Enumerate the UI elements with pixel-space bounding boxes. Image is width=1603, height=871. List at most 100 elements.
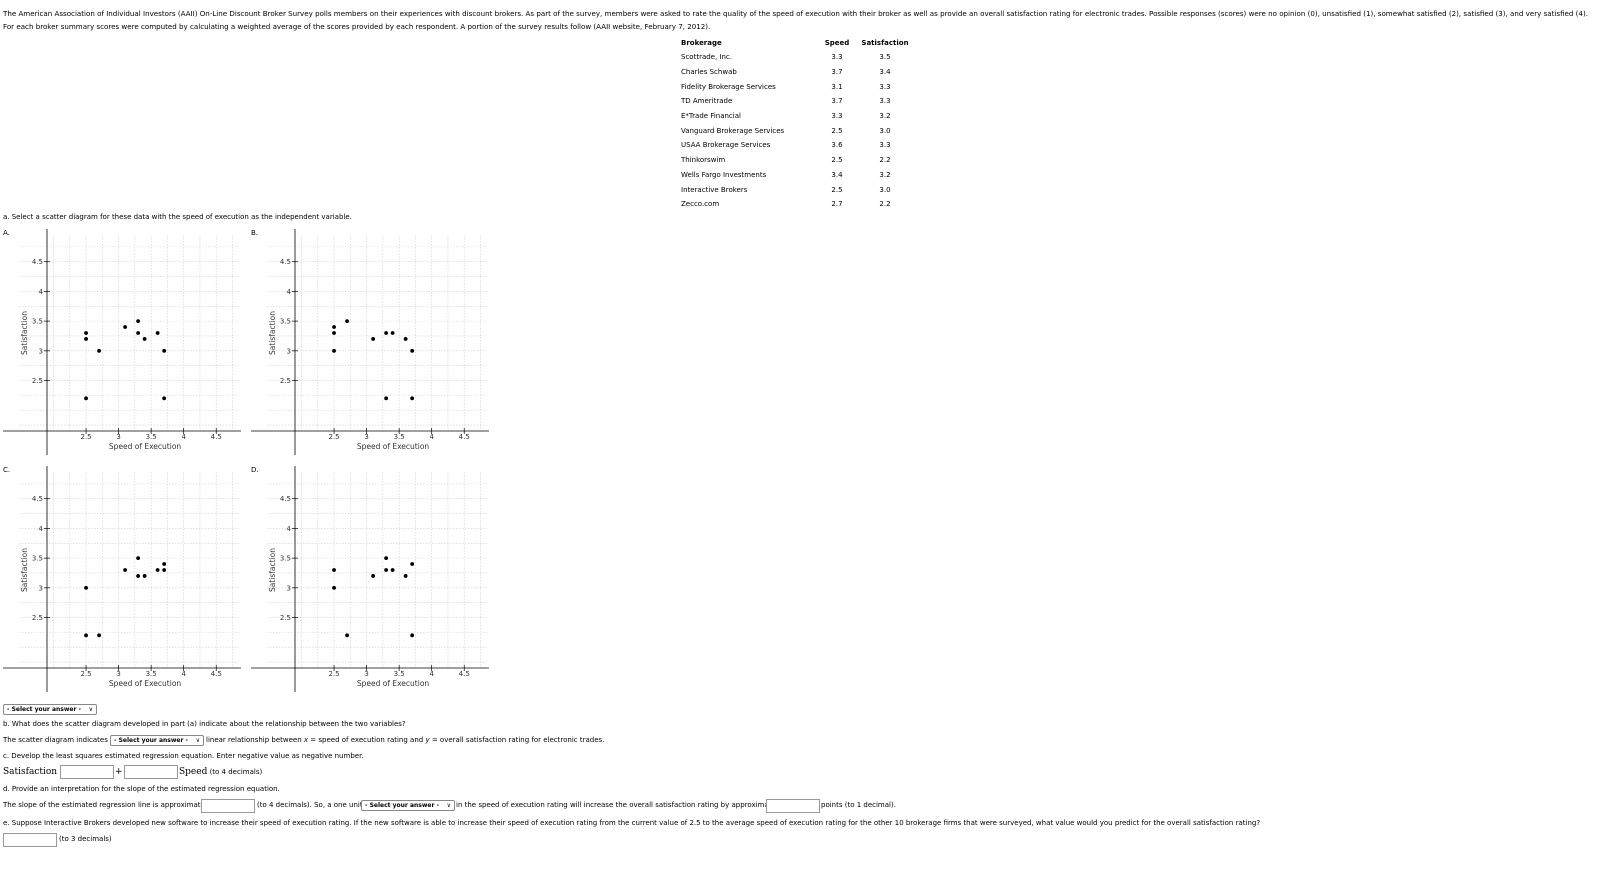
scatter-point	[162, 562, 167, 566]
table-row: Interactive Brokers 2.5 3.0	[678, 182, 912, 197]
scatter-point	[142, 574, 147, 578]
cell-speed: 2.5	[831, 185, 843, 194]
points-increase-input[interactable]	[766, 799, 820, 813]
scatter-point	[384, 331, 389, 335]
scatter-point	[332, 348, 336, 353]
table-row: Scottrade, Inc. 3.3 3.5	[678, 50, 912, 65]
cell-speed: 3.7	[831, 68, 843, 77]
x-tick-label: 3	[364, 433, 368, 441]
cell-brokerage: USAA Brokerage Services	[681, 141, 771, 150]
cell-satisfaction: 3.0	[879, 126, 891, 135]
slope-input[interactable]	[124, 765, 178, 779]
part-d-suffix: points (to 1 decimal).	[821, 801, 896, 809]
option-letter: A.	[3, 229, 10, 237]
scatter-point	[332, 325, 336, 329]
scatter-point	[142, 337, 147, 341]
change-direction-select[interactable]: - Select your answer - ∨	[361, 800, 455, 811]
y-axis-label: Satisfaction	[268, 311, 277, 355]
relationship-select[interactable]: - Select your answer - ∨	[110, 735, 204, 746]
scatter-answer-select[interactable]: - Select your answer - ∨	[3, 704, 97, 715]
x-tick-label: 3	[116, 670, 120, 678]
cell-speed: 3.3	[831, 53, 843, 62]
y-tick-label: 3.5	[32, 555, 43, 563]
x-tick-label: 4	[181, 433, 186, 441]
scatter-point	[97, 633, 101, 638]
y-tick-label: 3	[287, 347, 291, 355]
intercept-input[interactable]	[60, 765, 114, 779]
table-row: E*Trade Financial 3.3 3.2	[678, 109, 912, 124]
x-tick-label: 3.5	[394, 433, 405, 441]
x-tick-label: 3.5	[146, 433, 157, 441]
cell-satisfaction: 3.2	[879, 112, 891, 121]
x-tick-label: 4	[181, 670, 186, 678]
scatter-point	[136, 574, 141, 578]
scatter-point	[155, 331, 160, 335]
y-tick-label: 4	[287, 288, 292, 296]
part-c-question: c. Develop the least squares estimated r…	[3, 752, 364, 760]
scatter-point	[136, 331, 141, 335]
cell-speed: 3.6	[831, 141, 843, 150]
part-d-decimals: (to 4 decimals). So, a one unit	[257, 801, 363, 809]
cell-speed: 2.7	[831, 200, 843, 209]
x-tick-label: 4.5	[459, 670, 470, 678]
cell-satisfaction: 3.0	[879, 185, 891, 194]
scatter-point	[162, 396, 167, 401]
x-tick-label: 3.5	[146, 670, 157, 678]
scatter-point	[403, 574, 408, 578]
prediction-input[interactable]	[3, 833, 57, 847]
scatter-point	[84, 337, 88, 341]
scatter-point	[123, 568, 128, 572]
y-tick-label: 2.5	[32, 614, 43, 622]
scatter-point	[410, 348, 415, 353]
y-tick-label: 4.5	[280, 258, 291, 266]
y-tick-label: 3	[39, 347, 43, 355]
scatter-point	[84, 396, 88, 401]
scatter-point	[332, 585, 336, 590]
y-tick-label: 2.5	[280, 377, 291, 385]
scatter-point	[155, 568, 160, 572]
y-tick-label: 4	[39, 525, 44, 533]
x-axis-label: Speed of Execution	[357, 679, 430, 688]
cell-brokerage: TD Ameritrade	[681, 97, 733, 106]
slope-interpretation-input[interactable]	[201, 799, 255, 813]
cell-satisfaction: 3.3	[879, 141, 891, 150]
part-e-decimals: (to 3 decimals)	[59, 835, 112, 843]
scatter-point	[123, 325, 128, 329]
cell-satisfaction: 3.2	[879, 170, 891, 179]
x-tick-label: 2.5	[328, 670, 339, 678]
y-axis-label: Satisfaction	[20, 311, 29, 355]
y-tick-label: 4.5	[280, 495, 291, 503]
y-tick-label: 3	[287, 584, 291, 592]
table-row: Wells Fargo Investments 3.4 3.2	[678, 168, 912, 183]
chevron-down-icon: ∨	[195, 737, 200, 744]
scatter-point	[162, 568, 167, 572]
cell-brokerage: E*Trade Financial	[681, 112, 741, 121]
table-row: Thinkorswim 2.5 2.2	[678, 153, 912, 168]
select-label: - Select your answer -	[114, 737, 189, 744]
y-tick-label: 2.5	[32, 377, 43, 385]
part-e-question: e. Suppose Interactive Brokers developed…	[3, 819, 1261, 827]
y-axis-label: Satisfaction	[268, 548, 277, 592]
scatter-point	[410, 633, 415, 638]
cell-satisfaction: 3.5	[879, 53, 891, 62]
cell-satisfaction: 3.3	[879, 82, 891, 91]
cell-speed: 2.5	[831, 156, 843, 165]
x-tick-label: 3	[364, 670, 368, 678]
y-axis-label: Satisfaction	[20, 548, 29, 592]
x-tick-label: 3	[116, 433, 120, 441]
scatter-plot: 2.5 3 3.5 4 4.5 4.5 4 3.5 3 2.5 Speed of Execution…	[3, 229, 241, 455]
part-b-prefix: The scatter diagram indicates a	[3, 736, 115, 744]
table-row: Vanguard Brokerage Services 2.5 3.0	[678, 123, 912, 138]
table-row: Zecco.com 2.7 2.2	[678, 197, 912, 212]
select-label: - Select your answer -	[7, 706, 82, 713]
table-row: Fidelity Brokerage Services 3.1 3.3	[678, 79, 912, 94]
scatter-point	[384, 556, 389, 561]
speed-term: Speed (to 4 decimals)	[179, 767, 263, 777]
cell-speed: 3.1	[831, 82, 843, 91]
scatter-plot: 2.5 3 3.5 4 4.5 4.5 4 3.5 3 2.5 Speed of Execution…	[3, 466, 241, 692]
x-tick-label: 4	[429, 670, 434, 678]
y-tick-label: 3.5	[32, 318, 43, 326]
scatter-point	[410, 562, 415, 566]
scatter-point	[162, 348, 167, 353]
cell-satisfaction: 2.2	[879, 200, 891, 209]
